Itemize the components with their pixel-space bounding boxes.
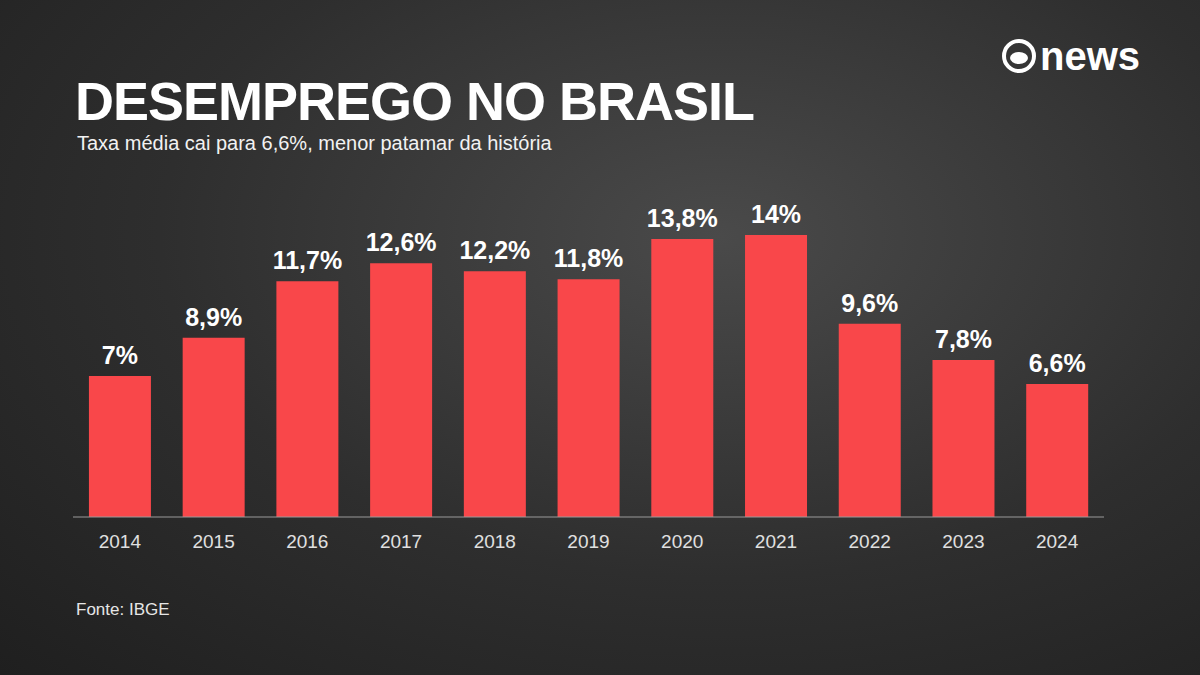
svg-text:7%: 7% (102, 341, 138, 369)
svg-text:2024: 2024 (1036, 531, 1079, 552)
svg-text:2017: 2017 (380, 531, 422, 552)
svg-text:11,8%: 11,8% (554, 244, 624, 272)
svg-text:9,6%: 9,6% (841, 289, 898, 317)
svg-text:2015: 2015 (192, 531, 234, 552)
html-text:news: news (1040, 34, 1140, 78)
svg-text:2018: 2018 (474, 531, 516, 552)
html-text:Fonte: IBGE: Fonte: IBGE (76, 600, 170, 619)
svg-text:2019: 2019 (567, 531, 609, 552)
svg-text:7,8%: 7,8% (935, 325, 992, 353)
svg-text:12,6%: 12,6% (366, 228, 437, 256)
svg-text:12,2%: 12,2% (459, 236, 530, 264)
svg-text:2014: 2014 (99, 531, 142, 552)
svg-text:2020: 2020 (661, 531, 703, 552)
svg-text:2021: 2021 (755, 531, 797, 552)
svg-text:13,8%: 13,8% (647, 204, 718, 232)
svg-text:2022: 2022 (849, 531, 891, 552)
svg-text:2023: 2023 (942, 531, 984, 552)
html-text:DESEMPREGO NO BRASIL: DESEMPREGO NO BRASIL (75, 71, 755, 131)
svg-text:6,6%: 6,6% (1029, 349, 1086, 377)
svg-text:2016: 2016 (286, 531, 328, 552)
html-text:Taxa média cai para 6,6%, meno: Taxa média cai para 6,6%, menor patamar … (77, 132, 552, 154)
svg-text:11,7%: 11,7% (273, 246, 343, 274)
svg-text:8,9%: 8,9% (185, 303, 242, 331)
svg-text:14%: 14% (751, 200, 801, 228)
